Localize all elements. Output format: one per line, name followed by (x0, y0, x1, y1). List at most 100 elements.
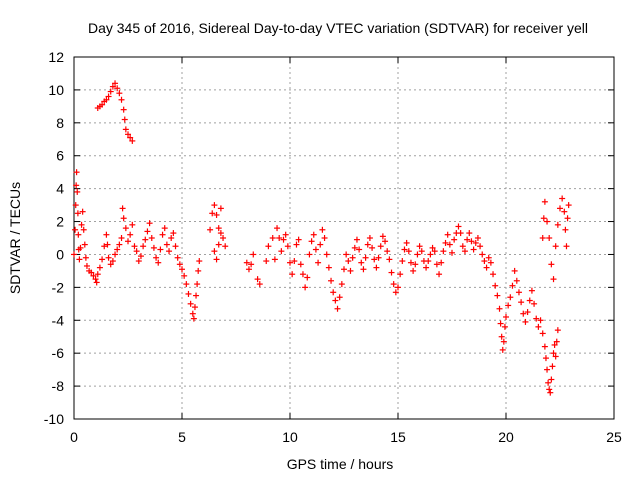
data-point (438, 259, 445, 266)
x-tick-label: 15 (390, 429, 406, 445)
data-point (366, 235, 373, 241)
data-point (118, 96, 125, 103)
data-point (325, 264, 332, 271)
data-point (564, 215, 571, 222)
y-tick-label: 8 (56, 115, 64, 131)
data-point (140, 243, 147, 250)
data-point (116, 241, 123, 248)
data-point (414, 251, 421, 258)
data-point (552, 353, 559, 360)
data-point (547, 389, 554, 396)
data-point (358, 259, 365, 266)
data-point (472, 239, 479, 246)
data-point (563, 243, 570, 250)
data-point (401, 246, 408, 253)
data-point (535, 323, 542, 330)
data-point (122, 126, 129, 133)
data-point (559, 195, 566, 202)
data-point (341, 266, 347, 273)
data-point (351, 244, 358, 251)
data-point (81, 241, 88, 248)
data-point (446, 241, 453, 248)
data-point (377, 243, 384, 250)
data-point (384, 248, 391, 255)
data-point (187, 300, 194, 307)
data-point (449, 249, 455, 256)
data-point (511, 267, 518, 274)
grid-lines (74, 57, 614, 419)
data-point (332, 297, 339, 304)
data-point (217, 230, 224, 237)
data-point (220, 235, 227, 241)
data-point (356, 246, 363, 253)
data-point (118, 235, 125, 241)
data-point (425, 258, 432, 265)
data-point (539, 235, 546, 241)
data-point (457, 230, 464, 237)
data-point (114, 85, 121, 92)
data-point (144, 228, 151, 235)
data-point (524, 309, 531, 316)
data-point (103, 96, 110, 103)
data-point (72, 226, 79, 233)
data-point (388, 269, 395, 276)
data-point (306, 251, 313, 258)
axis-ticks (73, 56, 615, 420)
y-tick-label: -2 (52, 279, 65, 295)
data-point (410, 267, 417, 274)
data-point (407, 259, 414, 266)
data-point (545, 379, 552, 386)
data-point (416, 243, 423, 250)
chart-title: Day 345 of 2016, Sidereal Day-to-day VTE… (88, 20, 588, 36)
plot-frame (73, 56, 615, 420)
data-point (531, 300, 538, 307)
data-point (195, 267, 202, 274)
data-point (207, 226, 214, 233)
data-point (310, 231, 317, 238)
data-point (191, 304, 198, 311)
data-point (150, 244, 157, 251)
data-point (319, 226, 326, 233)
y-tick-label: -8 (52, 378, 65, 394)
data-point (215, 241, 222, 248)
y-tick-label: 6 (56, 148, 64, 164)
data-point (174, 254, 181, 261)
data-point (405, 248, 412, 255)
data-point (293, 241, 300, 248)
data-point (397, 271, 404, 278)
data-point (109, 83, 116, 90)
data-point (104, 241, 111, 248)
data-point (103, 231, 110, 238)
data-point (93, 279, 100, 286)
data-point (121, 116, 128, 123)
data-point (194, 281, 201, 288)
data-point (526, 297, 533, 304)
data-point (373, 264, 380, 271)
data-point (429, 244, 436, 251)
data-point (120, 106, 127, 113)
y-tick-label: 2 (56, 214, 64, 230)
data-point (215, 225, 222, 232)
data-point (474, 235, 481, 241)
data-point (412, 261, 419, 268)
data-point (513, 277, 520, 284)
data-point (94, 271, 101, 278)
data-point (71, 251, 77, 258)
data-point (481, 258, 488, 265)
data-point (105, 93, 112, 100)
data-point (148, 235, 155, 241)
data-point (211, 202, 218, 209)
data-point (304, 274, 311, 281)
data-point (107, 261, 114, 268)
data-point (153, 254, 160, 261)
data-point (490, 271, 497, 278)
data-point (323, 251, 330, 258)
tick-labels: 0 5 10 15 20 25 -10 -8 -6 -4 -2 0 2 4 6 8 10 12 (44, 49, 622, 445)
data-point (551, 341, 558, 348)
data-point (193, 292, 200, 299)
data-point (375, 254, 382, 261)
data-point (440, 248, 447, 255)
data-point (107, 88, 114, 95)
data-point (217, 205, 224, 212)
data-point (343, 251, 350, 258)
